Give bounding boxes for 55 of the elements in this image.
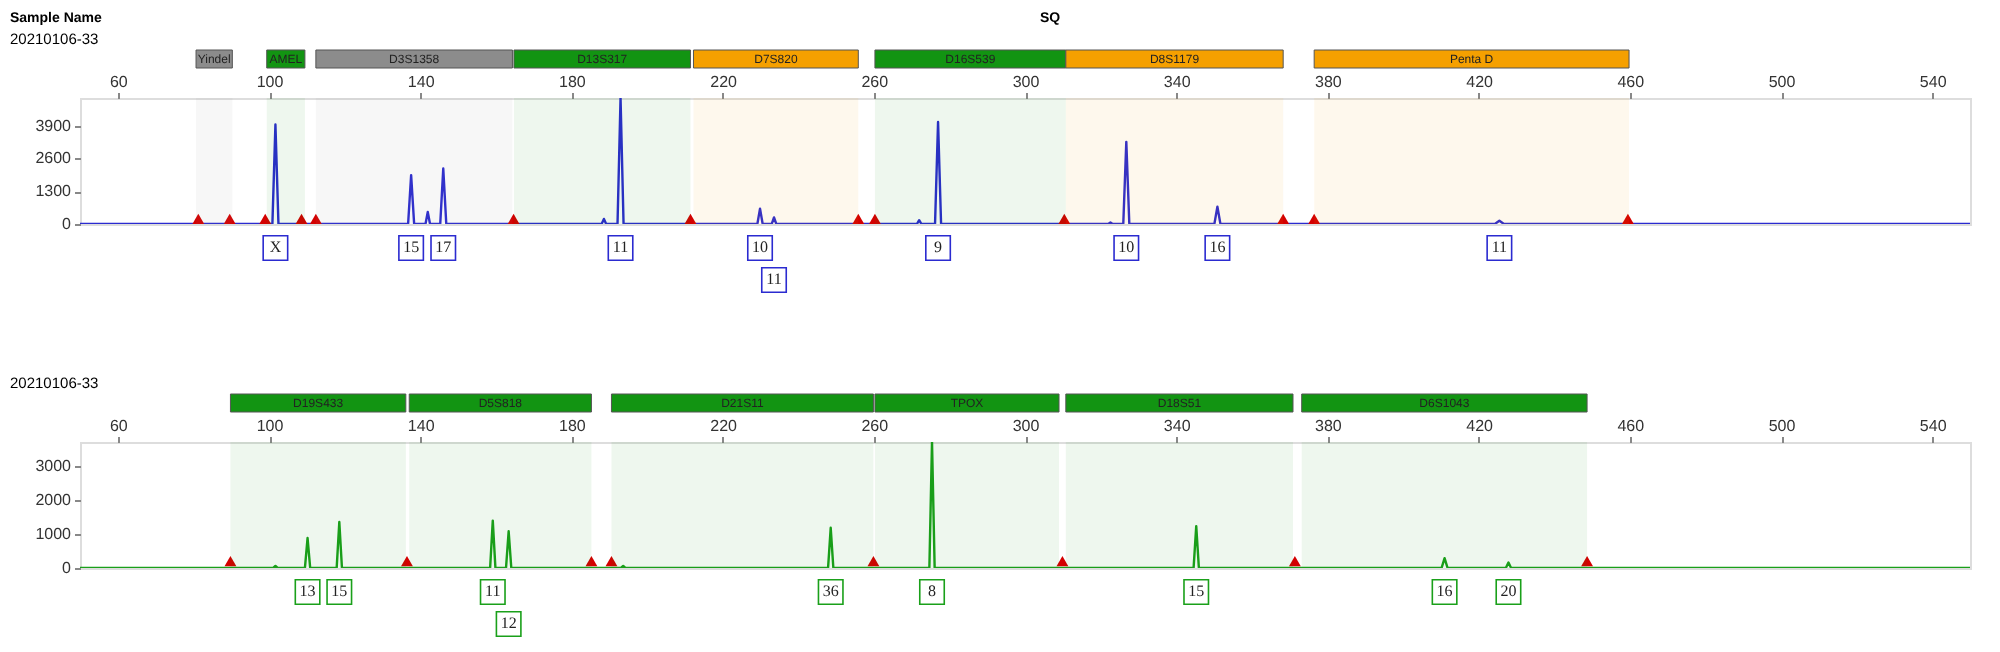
annotation: 11	[485, 582, 501, 600]
annotation: 36	[822, 582, 839, 600]
annotation: 10	[1118, 238, 1135, 256]
y-tick-label: 1000	[35, 524, 73, 543]
annotation: X	[269, 238, 282, 256]
annotation: 16	[1436, 582, 1453, 600]
x-tick-label: 340	[1163, 73, 1192, 91]
x-tick-label: 300	[1012, 73, 1041, 91]
annotation: 16	[1209, 238, 1226, 256]
y-tick-label: 2000	[35, 490, 73, 509]
x-tick-label: 180	[559, 417, 587, 435]
annotation: 9	[934, 238, 943, 256]
annotation: 15	[331, 582, 348, 600]
x-tick-label: 100	[256, 417, 285, 435]
x-tick-label: 380	[1315, 73, 1343, 91]
x-tick-label: 540	[1919, 417, 1948, 435]
y-tick-label: 1300	[35, 182, 73, 201]
x-tick-label: 140	[407, 417, 436, 435]
annotation: 20	[1500, 582, 1517, 600]
y-tick-label: 0	[62, 559, 73, 577]
annotation: 15	[403, 238, 420, 256]
x-tick-label: 500	[1768, 417, 1797, 435]
y-tick-label: 0	[62, 215, 73, 233]
annotation: 11	[612, 238, 629, 256]
annotation: 11	[766, 270, 782, 288]
line-series	[80, 98, 1970, 224]
x-tick-label: 220	[710, 73, 739, 91]
x-tick-label: 260	[861, 73, 890, 91]
x-tick-label: 60	[109, 417, 129, 435]
x-tick-label: 500	[1768, 73, 1797, 91]
x-tick-label: 540	[1919, 73, 1948, 91]
annotation: 10	[752, 238, 769, 256]
x-tick-label: 420	[1466, 73, 1495, 91]
x-tick-label: 420	[1466, 417, 1495, 435]
x-tick-label: 220	[710, 417, 739, 435]
y-tick-label: 2600	[35, 149, 73, 168]
x-tick-label: 100	[256, 73, 285, 91]
x-tick-label: 340	[1163, 417, 1192, 435]
y-tick-label: 3900	[35, 116, 73, 135]
annotation: 17	[435, 238, 452, 256]
annotation: 13	[299, 582, 316, 600]
y-tick-label: 3000	[35, 456, 73, 475]
x-tick-label: 300	[1012, 417, 1041, 435]
annotation: 12	[500, 614, 517, 632]
x-tick-label: 460	[1617, 417, 1646, 435]
x-tick-label: 260	[861, 417, 890, 435]
x-tick-label: 460	[1617, 73, 1646, 91]
x-tick-label: 140	[407, 73, 436, 91]
x-tick-label: 180	[559, 73, 587, 91]
x-tick-label: 380	[1315, 417, 1343, 435]
x-tick-label: 60	[109, 73, 129, 91]
annotation: 15	[1188, 582, 1205, 600]
annotation: 8	[928, 582, 937, 600]
line-series	[80, 442, 1970, 568]
annotation: 11	[1491, 238, 1508, 256]
